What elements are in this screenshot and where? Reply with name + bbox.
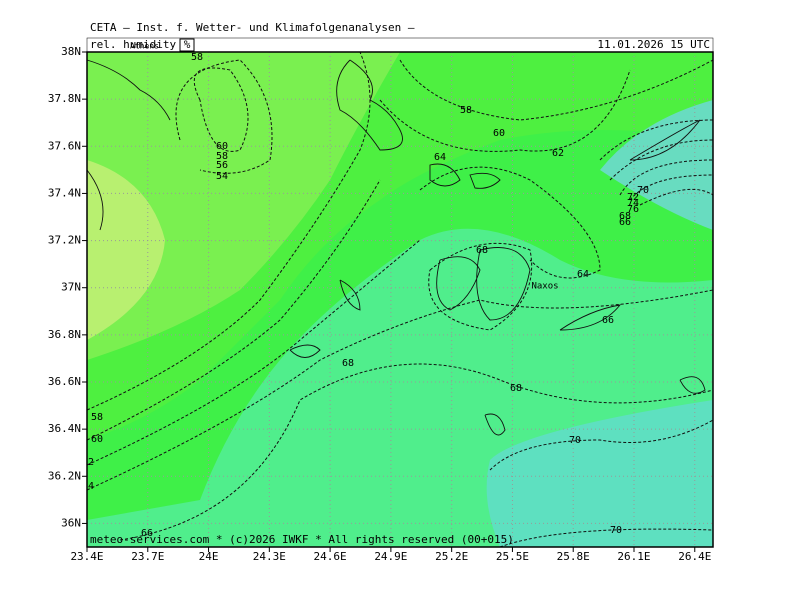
contour-label: 66 — [141, 528, 153, 539]
x-tick-label: 23.4E — [70, 550, 103, 563]
field-moist-se — [486, 400, 713, 547]
island — [484, 119, 706, 436]
contour-label: 58 — [191, 52, 203, 63]
contour-label: 66 — [602, 315, 614, 326]
contour-line — [193, 67, 249, 152]
contour-labels: 5858606264605856546864666868707066586024… — [88, 52, 649, 539]
contour-line — [489, 419, 714, 471]
contour-label: 68 — [342, 358, 354, 369]
y-tick-label: 37.6N — [48, 139, 81, 152]
contour-label: 68 — [510, 383, 522, 394]
y-tick-label: 36.2N — [48, 469, 81, 482]
contour-line — [175, 59, 273, 174]
contour-label: 58 — [91, 412, 103, 423]
contour-label: 56 — [216, 160, 228, 171]
x-tick-label: 25.2E — [435, 550, 468, 563]
contour-label: 68 — [619, 211, 631, 222]
contour-line — [119, 363, 714, 541]
contour-label: 64 — [577, 269, 589, 280]
x-tick-label: 24.3E — [253, 550, 286, 563]
contour-label: 72 — [627, 192, 639, 203]
contour-line — [86, 239, 421, 466]
x-tick-label: 24.9E — [374, 550, 407, 563]
contour-label: 68 — [476, 245, 488, 256]
y-tick-label: 37.4N — [48, 186, 81, 199]
y-tick-label: 36.8N — [48, 328, 81, 341]
contour-line — [428, 242, 533, 331]
date: 11.01.2026 15 UTC — [597, 38, 710, 51]
unit: % — [184, 38, 191, 51]
contour-label: 70 — [610, 525, 622, 536]
unit-box — [179, 38, 195, 52]
contour-label: 4 — [88, 481, 94, 492]
x-tick-label: 24E — [199, 550, 219, 563]
y-tick-label: 37.8N — [48, 92, 81, 105]
variable: rel. humidity — [90, 38, 176, 51]
place-label: Athens — [130, 42, 159, 51]
x-tick-label: 24.6E — [314, 550, 347, 563]
island — [436, 247, 531, 321]
y-tick-label: 37N — [61, 281, 81, 294]
x-tick-label: 23.7E — [131, 550, 164, 563]
contour-label: 58 — [216, 151, 228, 162]
y-tick-label: 36.6N — [48, 375, 81, 388]
contour-label: 76 — [627, 204, 639, 215]
contour-label: 70 — [569, 435, 581, 446]
place-label: Naxos — [531, 282, 558, 292]
contour-label: 58 — [460, 105, 472, 116]
x-tick-label: 26.1E — [617, 550, 650, 563]
contour-label: 2 — [88, 457, 94, 468]
contour-label: 62 — [552, 148, 564, 159]
contour-label: 66 — [619, 217, 631, 228]
contour-label: 60 — [91, 434, 103, 445]
contour-line — [86, 51, 371, 411]
contour-line — [399, 59, 714, 121]
contour-line — [599, 119, 714, 206]
title: CETA — Inst. f. Wetter- und Klimafolgena… — [90, 21, 415, 34]
contour-label: 60 — [493, 128, 505, 139]
x-tick-label: 25.8E — [557, 550, 590, 563]
field — [87, 52, 713, 547]
y-tick-label: 38N — [61, 45, 81, 58]
contour-label: 60 — [216, 141, 228, 152]
contours — [86, 51, 714, 548]
contour-label: 74 — [627, 198, 639, 209]
map-frame — [86, 51, 714, 548]
x-tick-label: 25.5E — [496, 550, 529, 563]
field-driest — [87, 160, 165, 340]
footer: meteo-services.com * (c)2026 IWKF * All … — [90, 533, 514, 546]
field-drier — [87, 52, 400, 360]
y-tick-label: 36.4N — [48, 422, 81, 435]
contour-line — [499, 528, 714, 548]
contour-line — [379, 69, 631, 152]
y-tick-label: 36N — [61, 516, 81, 529]
contour-label: 64 — [434, 152, 446, 163]
coastline — [86, 59, 171, 231]
coastlines — [86, 59, 706, 436]
contour-label: 54 — [216, 171, 228, 182]
contour-line — [86, 179, 381, 441]
coastline — [336, 59, 403, 151]
island — [289, 163, 501, 358]
x-tick-label: 26.4E — [678, 550, 711, 563]
field-moist-ne — [600, 100, 713, 230]
y-tick-label: 37.2N — [48, 234, 81, 247]
contour-label: 70 — [637, 185, 649, 196]
